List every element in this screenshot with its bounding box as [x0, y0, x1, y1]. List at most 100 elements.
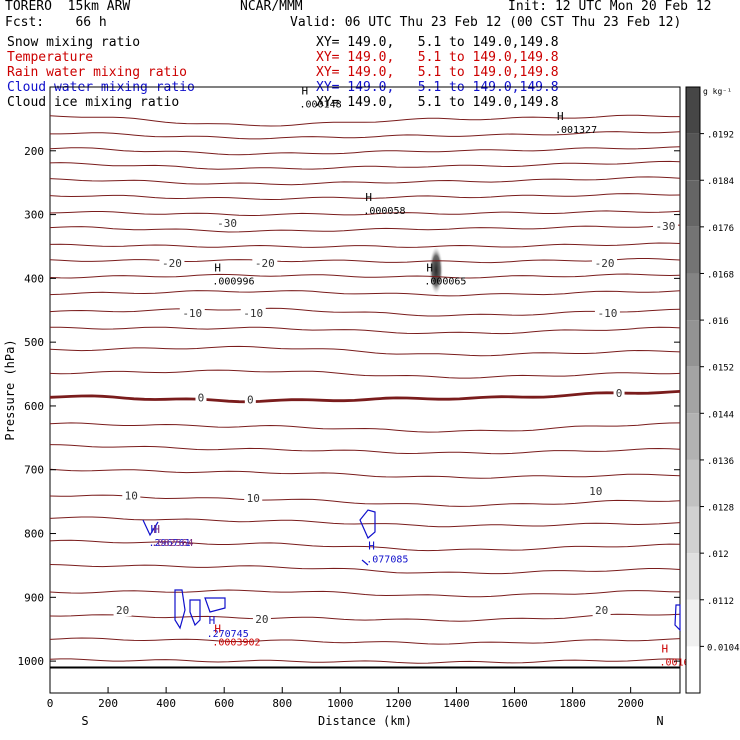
max-marker: H	[153, 523, 160, 536]
isotherm-label: -10	[243, 307, 263, 320]
y-tick-label: 300	[24, 209, 44, 222]
max-marker: H	[214, 622, 221, 635]
isotherm-line	[49, 307, 681, 317]
cloud-water-contour	[142, 519, 159, 537]
isotherm-line	[49, 224, 681, 233]
isotherm-line	[49, 613, 681, 622]
isotherm-line	[49, 539, 681, 552]
colorbar-label: .016	[707, 317, 729, 327]
isotherm-label-bg	[244, 393, 256, 406]
isotherm-label: 10	[125, 489, 138, 502]
isotherm-line	[49, 160, 681, 170]
isotherm-line	[49, 658, 681, 664]
colorbar-segment	[686, 459, 700, 507]
south-label: S	[81, 714, 88, 728]
isotherm-label: -30	[217, 217, 237, 230]
y-tick-label: 400	[24, 272, 44, 285]
y-tick-label: 900	[24, 591, 44, 604]
y-tick-label: 200	[24, 145, 44, 158]
max-marker: H	[557, 110, 564, 123]
isotherm-line	[49, 146, 681, 156]
snow-shading	[429, 245, 444, 296]
x-axis-label: Distance (km)	[318, 714, 412, 728]
isotherm-line	[49, 114, 680, 127]
isotherm-label-bg	[214, 216, 240, 229]
isotherm-label-bg	[244, 491, 263, 504]
max-value: .270745	[207, 629, 249, 640]
isotherm-label: 20	[116, 604, 129, 617]
max-value: .000058	[363, 206, 405, 217]
north-label: N	[656, 714, 663, 728]
isotherm-line	[49, 516, 681, 528]
isotherm-label: 0	[247, 394, 254, 407]
isotherm-line	[49, 468, 681, 479]
isotherm-label-bg	[592, 257, 618, 270]
colorbar-label: .0168	[707, 270, 734, 280]
isotherm-label: 10	[247, 492, 260, 505]
colorbar-unit: g kg⁻¹	[703, 87, 732, 96]
isotherm-line	[49, 390, 681, 404]
field-name: Rain water mixing ratio	[7, 65, 188, 80]
isotherm-line	[49, 242, 681, 248]
x-tick-label: 1800	[559, 697, 586, 710]
y-tick-label: 700	[24, 464, 44, 477]
isotherm-label: -20	[255, 257, 275, 270]
x-tick-label: 1400	[443, 697, 470, 710]
colorbar-segment	[686, 320, 700, 367]
isotherm-line	[49, 564, 681, 575]
max-marker: H	[301, 85, 308, 98]
x-tick-label: 800	[272, 697, 292, 710]
model-title: TORERO 15km ARW	[5, 0, 131, 14]
max-marker: H	[365, 191, 372, 204]
cloud-water-contour	[674, 604, 681, 632]
colorbar-segment	[686, 133, 700, 181]
colorbar-segment	[686, 226, 700, 274]
colorbar-label: .0136	[707, 457, 734, 467]
max-marker: H	[368, 539, 375, 552]
isotherm-label: -10	[182, 307, 202, 320]
isotherm-label-bg	[586, 484, 605, 497]
colorbar-segment	[686, 506, 700, 554]
field-xy-range: XY= 149.0, 5.1 to 149.0,149.8	[316, 35, 559, 50]
isotherm-line	[49, 290, 681, 297]
isotherm-label-bg	[195, 391, 207, 404]
isotherm-line	[49, 258, 681, 264]
colorbar-label: .012	[707, 550, 729, 560]
isotherm-line	[49, 210, 681, 217]
colorbar-segment	[686, 413, 700, 460]
y-tick-label: 1000	[18, 655, 45, 668]
isotherm-label-bg	[179, 306, 205, 319]
colorbar-label: .0112	[707, 597, 734, 607]
isotherm-label-bg	[652, 220, 678, 233]
max-value: .082564	[151, 538, 193, 549]
max-marker: H	[426, 261, 433, 274]
field-xy-range: XY= 149.0, 5.1 to 149.0,149.8	[316, 95, 559, 110]
isotherm-label-bg	[592, 604, 611, 617]
max-value: .296761	[149, 538, 191, 549]
isotherm-line	[49, 589, 681, 598]
colorbar-label: 0.0104	[707, 643, 740, 653]
init-time: Init: 12 UTC Mon 20 Feb 12	[508, 0, 712, 14]
isotherm-label: 20	[255, 613, 268, 626]
isotherm-line	[49, 444, 681, 455]
field-xy-range: XY= 149.0, 5.1 to 149.0,149.8	[316, 50, 559, 65]
isotherm-line	[49, 193, 681, 201]
max-marker: H	[151, 523, 158, 536]
valid-time: Valid: 06 UTC Thu 23 Feb 12 (00 CST Thu …	[290, 15, 682, 30]
isotherm-label: 0	[616, 387, 623, 400]
x-tick-label: 1200	[385, 697, 412, 710]
max-value: .077085	[366, 554, 408, 565]
isotherm-label-bg	[113, 604, 132, 617]
isotherm-line	[49, 494, 681, 507]
isotherm-label: 0	[198, 392, 205, 405]
y-axis-label: Pressure (hPa)	[3, 339, 17, 440]
colorbar-label: .0176	[707, 224, 734, 234]
isotherm-line	[49, 273, 681, 279]
isotherm-label: -30	[656, 220, 676, 233]
x-tick-label: 200	[98, 697, 118, 710]
colorbar-segment	[686, 366, 700, 414]
isotherm-line	[50, 326, 681, 335]
isotherm-label: -20	[595, 257, 615, 270]
colorbar-segment	[686, 273, 700, 321]
